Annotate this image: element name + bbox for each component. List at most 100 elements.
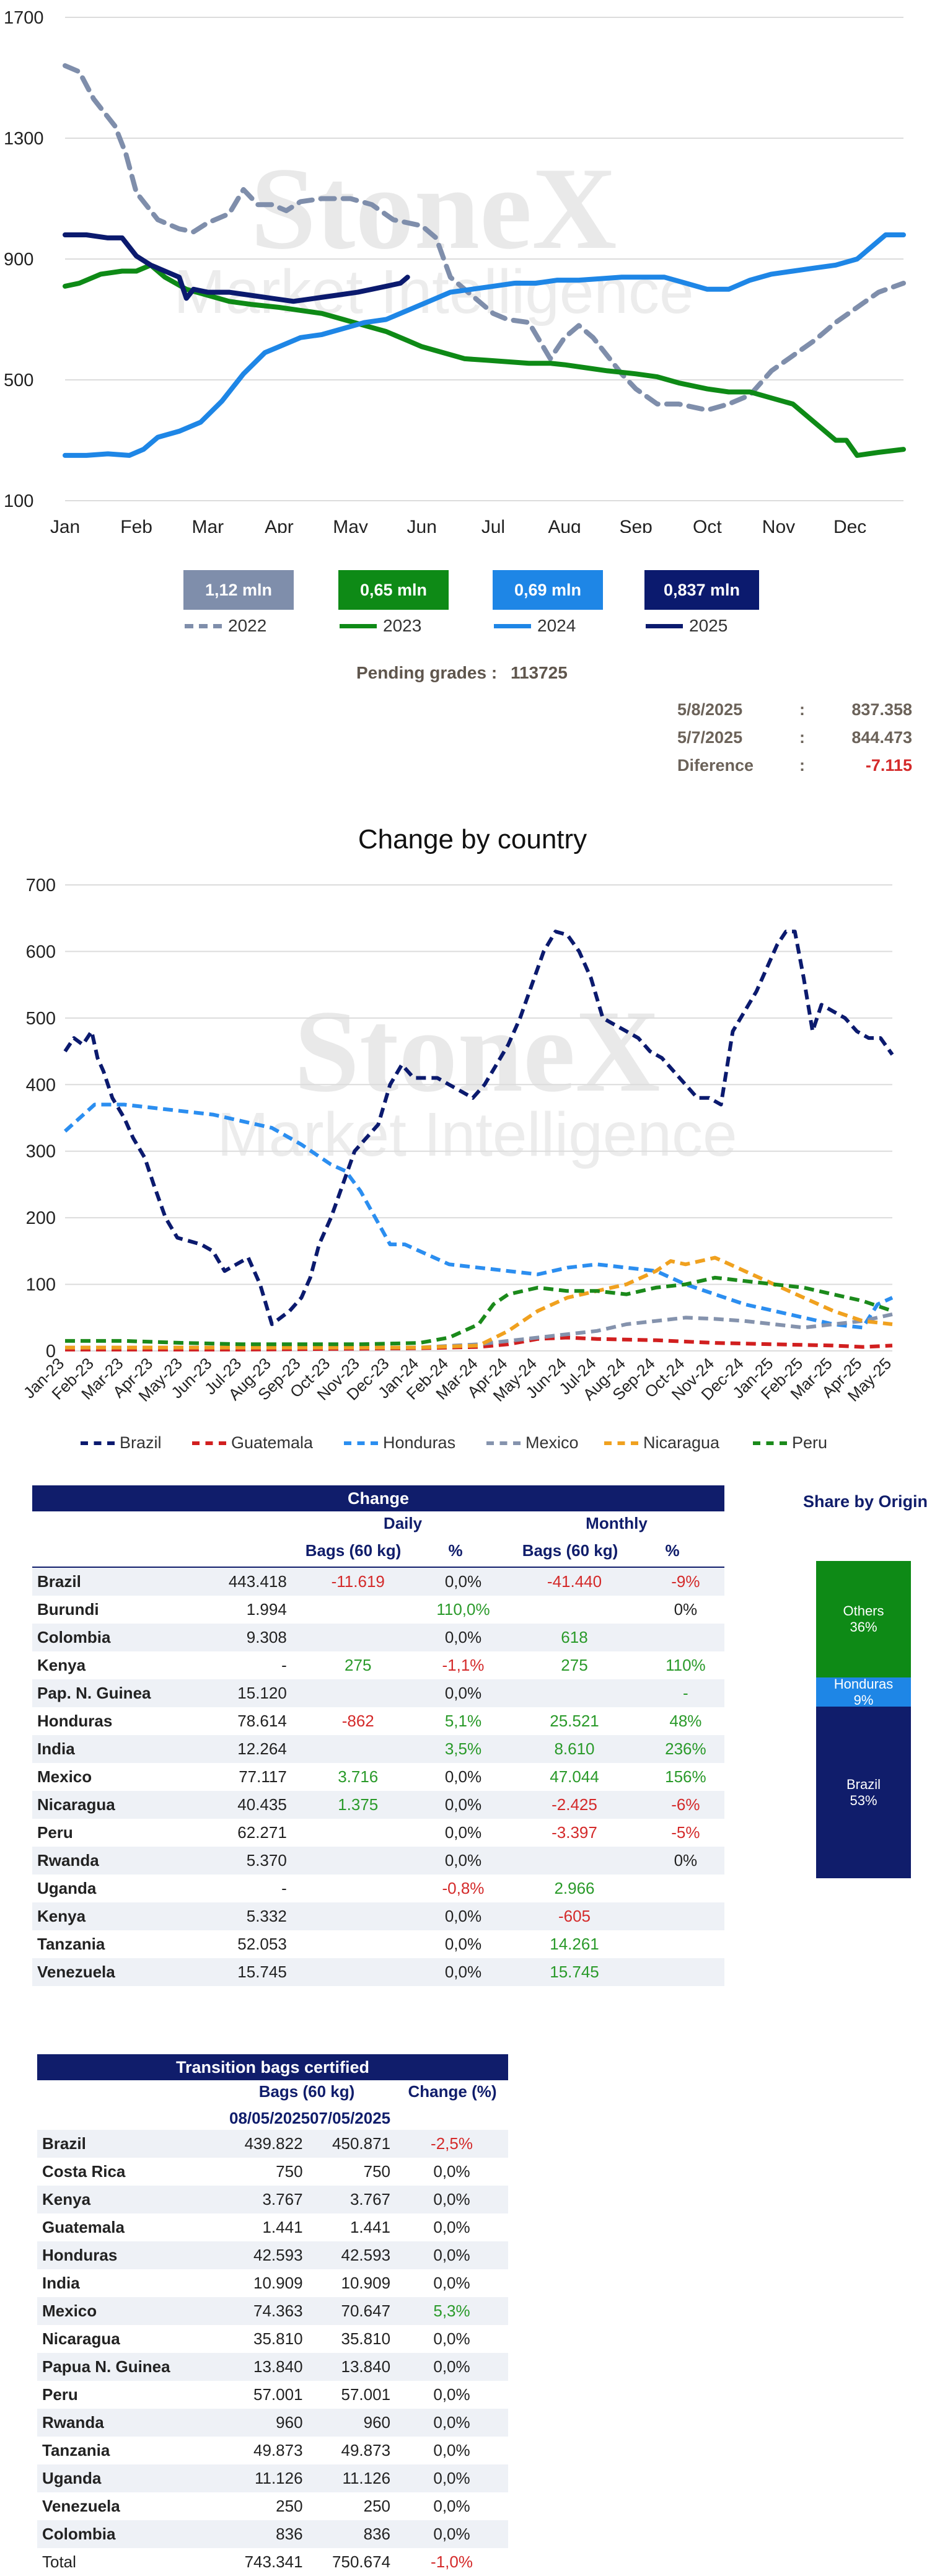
- country-cell: Total: [42, 2552, 76, 2571]
- monthly-bags-cell: -3.397: [552, 1823, 597, 1842]
- value-cell: 15.745: [183, 1958, 292, 1986]
- share-title: Share by Origin: [803, 1492, 928, 1511]
- x-tick-label: Jun: [407, 517, 437, 533]
- country-cell: Honduras: [37, 1712, 113, 1730]
- bags-current-cell: 49.873: [253, 2441, 303, 2460]
- table-row: Guatemala 1.441 1.441 0,0%: [37, 2213, 508, 2241]
- share-segment-honduras: Honduras 9%: [816, 1676, 911, 1708]
- legend-year: 2022: [228, 616, 267, 635]
- value-cell: 77.117: [239, 1767, 287, 1786]
- table-row: Burundi 1.994 110,0% 0%: [32, 1596, 724, 1624]
- monthly-bags-cell: 2.966: [554, 1879, 595, 1897]
- daily-bags-cell: -862: [341, 1712, 374, 1730]
- x-tick-label: Apr: [265, 517, 294, 533]
- value-cell: 78.614: [237, 1712, 287, 1730]
- table-row: Pap. N. Guinea 15.120 0,0% -: [32, 1679, 724, 1707]
- legend-value-box: 0,69 mln: [493, 570, 603, 610]
- monthly-pct-cell: 110%: [666, 1656, 706, 1674]
- bags-previous-cell: 836: [307, 2520, 396, 2548]
- y-tick-label: 1700: [4, 8, 44, 28]
- monthly-pct-cell: [646, 1902, 724, 1930]
- monthly-bags-cell: 275: [561, 1656, 588, 1674]
- x-tick-label: Sep: [619, 517, 652, 533]
- watermark-subtitle: Market Intelligence: [174, 257, 693, 327]
- country-cell: Kenya: [37, 2186, 221, 2213]
- change-pct-cell: -1,0%: [431, 2552, 473, 2571]
- monthly-pct-cell: [646, 1958, 724, 1986]
- bags-previous-cell: 10.909: [341, 2274, 391, 2292]
- share-segment-others: Others 36%: [816, 1561, 911, 1677]
- table-row: Brazil 439.822 450.871 -2,5%: [37, 2130, 508, 2158]
- bags-previous-cell: 35.810: [341, 2329, 391, 2348]
- table-row: Rwanda 960 960 0,0%: [37, 2409, 508, 2437]
- x-tick-label: Mar: [191, 517, 224, 533]
- watermark-subtitle: Market Intelligence: [217, 1100, 737, 1169]
- country-cell: Nicaragua: [32, 1791, 184, 1819]
- monthly-pct-cell: -6%: [646, 1791, 724, 1819]
- bags-previous-cell: 70.647: [307, 2297, 396, 2325]
- bags-current-cell: 3.767: [220, 2186, 308, 2213]
- daily-pct-cell: 0,0%: [424, 1847, 503, 1875]
- monthly-pct-cell: [646, 1624, 724, 1651]
- daily-bags-cell: 275: [345, 1656, 372, 1674]
- y-tick-label: 700: [26, 876, 56, 895]
- monthly-pct-cell: [647, 1930, 724, 1958]
- readout-value: -7.115: [865, 756, 912, 775]
- table-row: Kenya 3.767 3.767 0,0%: [37, 2186, 508, 2213]
- change-pct-cell: 0,0%: [395, 2409, 508, 2437]
- bags-previous-cell: 750: [363, 2162, 391, 2181]
- x-tick-label: Oct: [693, 517, 722, 533]
- change-pct-cell: 0,0%: [395, 2520, 508, 2548]
- change-pct-cell: 0,0%: [395, 2241, 508, 2269]
- table-row: Tanzania 52.053 0,0% 14.261: [32, 1930, 724, 1958]
- value-cell: 40.435: [183, 1791, 292, 1819]
- table-row: Honduras 78.614 -862 5,1% 25.521 48%: [32, 1707, 724, 1735]
- y-tick-label: 600: [26, 942, 56, 962]
- bags-previous-cell: 3.767: [307, 2186, 396, 2213]
- legend-item-2024: 2024: [494, 616, 576, 636]
- monthly-header: Monthly: [586, 1514, 648, 1532]
- series-line-honduras: [63, 1102, 894, 1330]
- monthly-pct-cell: -: [646, 1679, 724, 1707]
- change-pct-cell: 0,0%: [433, 2385, 470, 2404]
- daily-bags-header: Bags (60 kg): [305, 1541, 402, 1560]
- legend-label: Mexico: [525, 1433, 579, 1452]
- legend-line: [486, 1441, 521, 1445]
- x-tick-label: Feb: [120, 517, 152, 533]
- country-cell: Kenya: [32, 1902, 184, 1930]
- legend-year: 2023: [383, 616, 422, 635]
- daily-pct-cell: -0,8%: [442, 1879, 485, 1897]
- bags-current-cell: 250: [276, 2497, 303, 2515]
- legend-item-honduras: Honduras: [344, 1433, 455, 1453]
- daily-pct-cell: 0,0%: [424, 1791, 503, 1819]
- change-pct-cell: 0,0%: [433, 2497, 470, 2515]
- legend-item-2025: 2025: [646, 616, 727, 636]
- table-row: Nicaragua 40.435 1.375 0,0% -2.425 -6%: [32, 1791, 724, 1819]
- y-tick-label: 1300: [4, 129, 44, 149]
- bags-current-cell: 439.822: [220, 2130, 308, 2158]
- legend-line: [340, 623, 377, 628]
- x-tick-label: Dec: [833, 517, 866, 533]
- value-cell: 9.308: [183, 1624, 292, 1651]
- legend-line: [604, 1441, 638, 1445]
- monthly-bags-cell: 14.261: [550, 1935, 599, 1953]
- share-segment-name: Brazil: [846, 1776, 881, 1792]
- readout-value: 844.473: [851, 728, 912, 747]
- pending-grades: Pending grades : 113725: [356, 663, 568, 683]
- change-pct-cell: 0,0%: [395, 2186, 508, 2213]
- bags-current-cell: 743.341: [244, 2552, 303, 2571]
- bags-current-cell: 11.126: [220, 2464, 308, 2492]
- country-cell: Venezuela: [42, 2497, 120, 2515]
- change-pct-cell: 0,0%: [433, 2218, 470, 2236]
- transition-table: Brazil 439.822 450.871 -2,5% Costa Rica 750 75…: [37, 2130, 508, 2576]
- bags-current-cell: 10.909: [253, 2274, 303, 2292]
- bags-previous-cell: 57.001: [341, 2385, 391, 2404]
- monthly-bags-cell: [502, 1847, 647, 1875]
- monthly-pct-cell: [647, 1875, 724, 1902]
- country-cell: India: [32, 1735, 184, 1763]
- legend-year: 2025: [689, 616, 728, 635]
- legend-year: 2024: [537, 616, 576, 635]
- daily-bags-cell: [291, 1958, 424, 1986]
- table-row: Brazil 443.418 -11.619 0,0% -41.440 -9%: [32, 1568, 724, 1596]
